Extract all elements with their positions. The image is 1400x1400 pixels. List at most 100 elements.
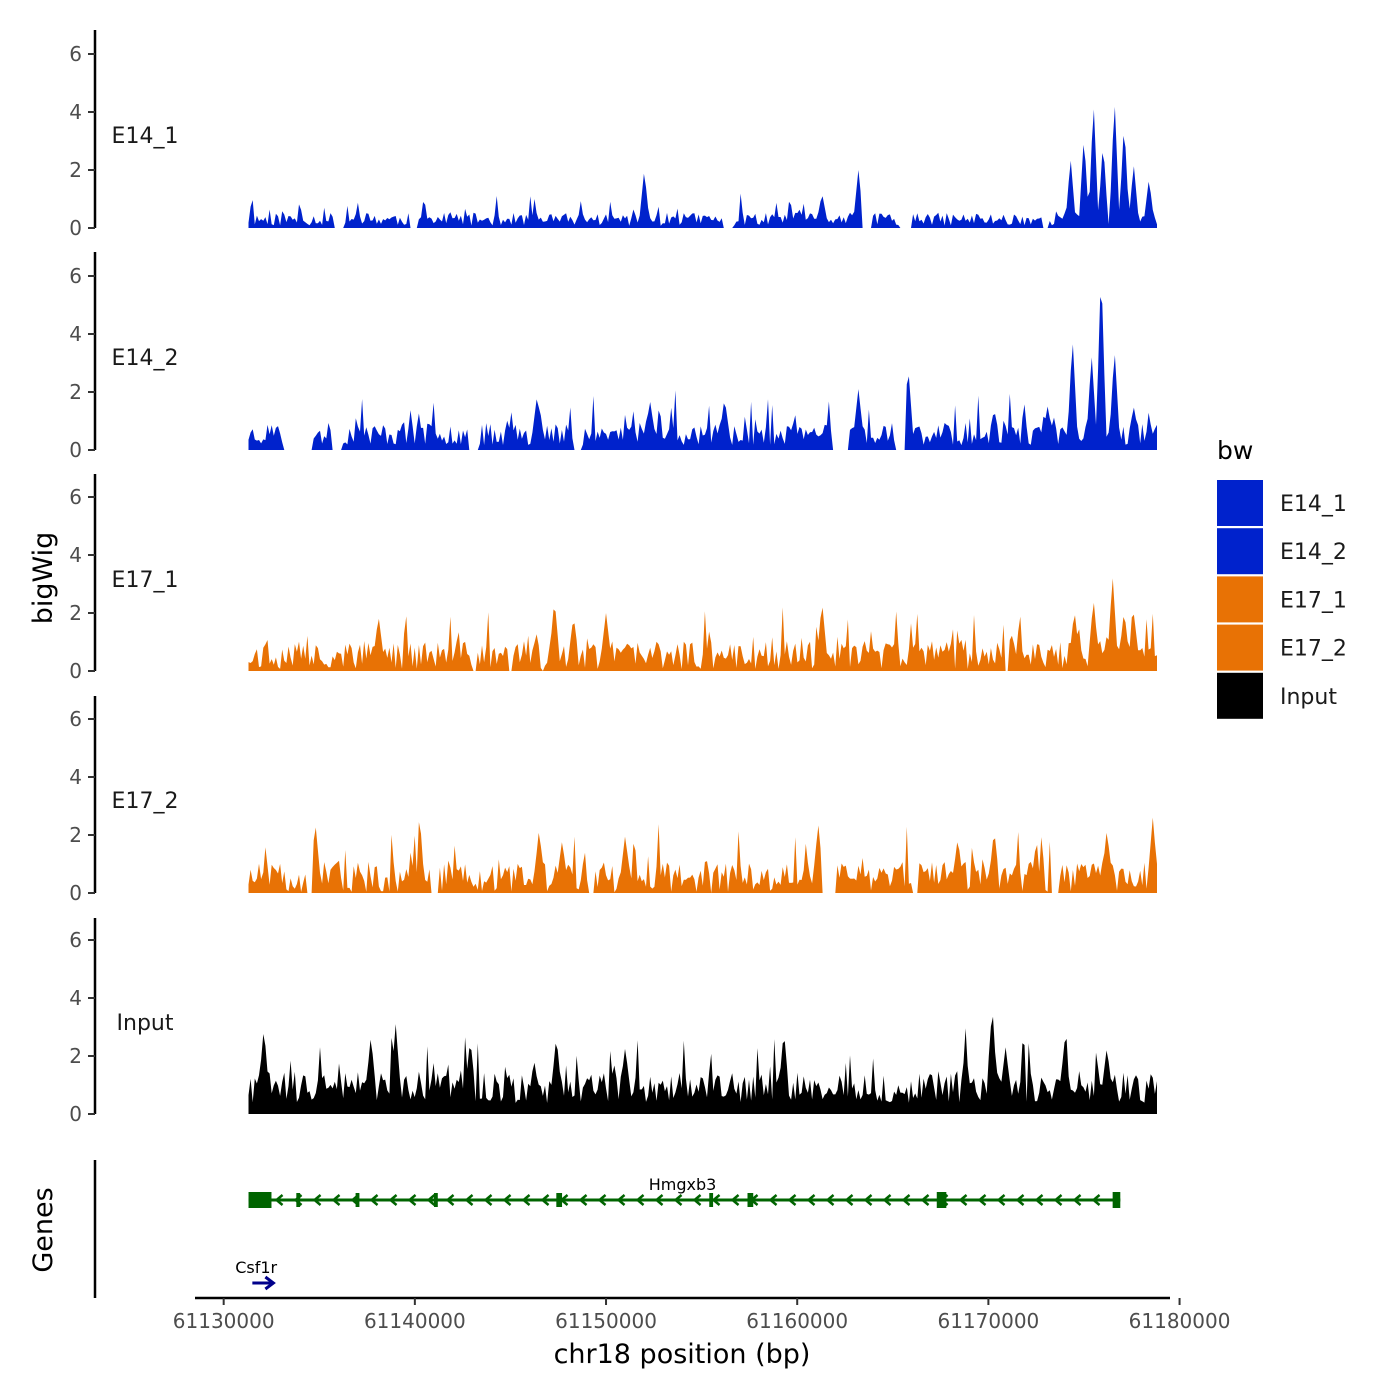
x-tick-label-61160000: 61160000: [746, 1309, 848, 1333]
legend-label-Input: Input: [1280, 685, 1337, 710]
gene-Hmgxb3: Hmgxb3: [248, 1175, 1121, 1208]
strand-arrow: [1053, 1194, 1063, 1206]
strand-arrow: [540, 1194, 550, 1206]
strand-arrow: [806, 1194, 816, 1206]
gene-label-Hmgxb3: Hmgxb3: [649, 1175, 717, 1194]
strand-arrow: [426, 1194, 436, 1206]
y-tick-label-E14_2-6: 6: [69, 264, 82, 288]
track-label-E14_2: E14_2: [112, 346, 179, 371]
y-tick-label-Input-6: 6: [69, 928, 82, 952]
y-axis-title: bigWig: [28, 532, 59, 625]
y-tick-label-E17_2-2: 2: [69, 823, 82, 847]
exon-Hmgxb3-4: [556, 1193, 563, 1207]
y-tick-label-Input-2: 2: [69, 1044, 82, 1068]
strand-arrow: [863, 1194, 873, 1206]
track-E17_2: 0 2 4 6 E17_2: [69, 696, 1157, 905]
strand-arrow: [483, 1194, 493, 1206]
strand-arrow: [692, 1194, 702, 1206]
strand-arrow: [901, 1194, 911, 1206]
track-label-E17_2: E17_2: [112, 789, 179, 814]
track-label-E14_1: E14_1: [112, 124, 179, 149]
signal-area-E17_2: [248, 817, 1157, 893]
strand-arrow: [958, 1194, 968, 1206]
strand-arrow: [597, 1194, 607, 1206]
y-tick-label-E17_2-6: 6: [69, 707, 82, 731]
exon-Hmgxb3-8: [1112, 1192, 1121, 1208]
legend-swatch-E17_1: [1217, 576, 1263, 623]
exon-Hmgxb3-6: [747, 1193, 754, 1207]
track-E14_2: 0 2 4 6 E14_2: [69, 252, 1157, 462]
strand-arrow: [445, 1194, 455, 1206]
y-tick-label-Input-4: 4: [69, 986, 82, 1010]
track-label-E17_1: E17_1: [112, 568, 179, 593]
x-tick-label-61140000: 61140000: [364, 1309, 466, 1333]
y-tick-label-E17_1-4: 4: [69, 543, 82, 567]
legend-swatch-Input: [1217, 672, 1263, 719]
x-tick-label-61170000: 61170000: [937, 1309, 1039, 1333]
gene-Csf1r: Csf1r: [235, 1258, 278, 1291]
legend-title: bw: [1217, 436, 1253, 465]
exon-Hmgxb3-7: [936, 1192, 947, 1208]
strand-arrow: [331, 1194, 341, 1206]
signal-area-Input: [248, 1016, 1157, 1114]
x-tick-label-61130000: 61130000: [173, 1309, 275, 1333]
y-tick-label-E17_1-2: 2: [69, 601, 82, 625]
x-tick-label-61180000: 61180000: [1129, 1309, 1231, 1333]
strand-arrow: [654, 1194, 664, 1206]
track-E17_1: 0 2 4 6 E17_1: [69, 474, 1157, 683]
strand-arrow: [920, 1194, 930, 1206]
strand-arrow: [1034, 1194, 1044, 1206]
strand-arrow: [673, 1194, 683, 1206]
exon-Hmgxb3-1: [296, 1193, 301, 1207]
strand-arrow: [635, 1194, 645, 1206]
genes-panel: Hmgxb3 Csf1r: [93, 1160, 1121, 1298]
strand-arrow: [844, 1194, 854, 1206]
signal-tracks: 0 2 4 6 E14_1 0 2 4 6 E14_2 0 2 4 6 E17_1 0 2 4 6 E17_2 0 2 4 6…: [69, 30, 1157, 1126]
exon-Hmgxb3-0: [248, 1192, 272, 1208]
strand-arrow: [996, 1194, 1006, 1206]
x-axis: 61130000 61140000 61150000 61160000 61170000…: [173, 1296, 1231, 1333]
strand-arrow: [1091, 1194, 1101, 1206]
strand-arrow: [369, 1194, 379, 1206]
exon-Hmgxb3-5: [709, 1193, 714, 1207]
signal-area-E17_1: [248, 578, 1157, 671]
legend-label-E17_1: E17_1: [1280, 588, 1347, 613]
gene-label-Csf1r: Csf1r: [235, 1258, 277, 1277]
strand-arrow: [768, 1194, 778, 1206]
strand-arrow: [388, 1194, 398, 1206]
strand-arrow: [616, 1194, 626, 1206]
x-tick-label-61150000: 61150000: [555, 1309, 657, 1333]
x-axis-title: chr18 position (bp): [554, 1339, 811, 1370]
strand-arrow: [977, 1194, 987, 1206]
y-tick-label-E14_1-4: 4: [69, 100, 82, 124]
track-E14_1: 0 2 4 6 E14_1: [69, 30, 1157, 240]
y-tick-label-E17_2-4: 4: [69, 765, 82, 789]
strand-arrow: [578, 1194, 588, 1206]
legend-label-E17_2: E17_2: [1280, 637, 1347, 662]
y-tick-label-E14_2-0: 0: [69, 438, 82, 462]
strand-arrow: [521, 1194, 531, 1206]
y-tick-label-E17_2-0: 0: [69, 881, 82, 905]
strand-arrow: [407, 1194, 417, 1206]
strand-arrow: [787, 1194, 797, 1206]
y-tick-label-E17_1-0: 0: [69, 659, 82, 683]
strand-arrow: [825, 1194, 835, 1206]
y-tick-label-E17_1-6: 6: [69, 485, 82, 509]
legend-swatch-E14_1: [1217, 480, 1263, 526]
strand-arrow: [730, 1194, 740, 1206]
y-tick-label-E14_2-4: 4: [69, 322, 82, 346]
strand-arrow: [502, 1194, 512, 1206]
legend-swatch-E17_2: [1217, 624, 1263, 671]
signal-area-E14_1: [248, 106, 1157, 228]
y-tick-label-E14_2-2: 2: [69, 380, 82, 404]
exon-Hmgxb3-3: [433, 1193, 438, 1207]
genes-axis-title: Genes: [28, 1187, 59, 1272]
strand-arrow: [464, 1194, 474, 1206]
exon-Hmgxb3-2: [355, 1193, 360, 1207]
strand-arrow: [1072, 1194, 1082, 1206]
strand-arrow-Csf1r: [264, 1275, 276, 1291]
track-Input: 0 2 4 6 Input: [69, 918, 1157, 1126]
strand-arrow: [1015, 1194, 1025, 1206]
y-tick-label-E14_1-6: 6: [69, 42, 82, 66]
